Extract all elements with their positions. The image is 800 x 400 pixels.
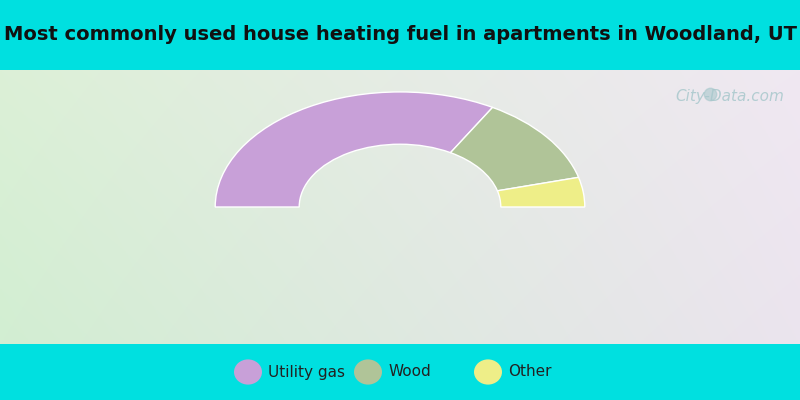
Ellipse shape: [234, 359, 262, 385]
Ellipse shape: [474, 359, 502, 385]
Wedge shape: [450, 107, 578, 191]
Text: Other: Other: [508, 364, 551, 380]
Wedge shape: [215, 92, 493, 207]
Text: Utility gas: Utility gas: [268, 364, 345, 380]
Text: Wood: Wood: [388, 364, 430, 380]
Ellipse shape: [354, 359, 382, 385]
Wedge shape: [498, 177, 585, 207]
Text: City-Data.com: City-Data.com: [675, 89, 784, 104]
Text: Most commonly used house heating fuel in apartments in Woodland, UT: Most commonly used house heating fuel in…: [3, 26, 797, 44]
